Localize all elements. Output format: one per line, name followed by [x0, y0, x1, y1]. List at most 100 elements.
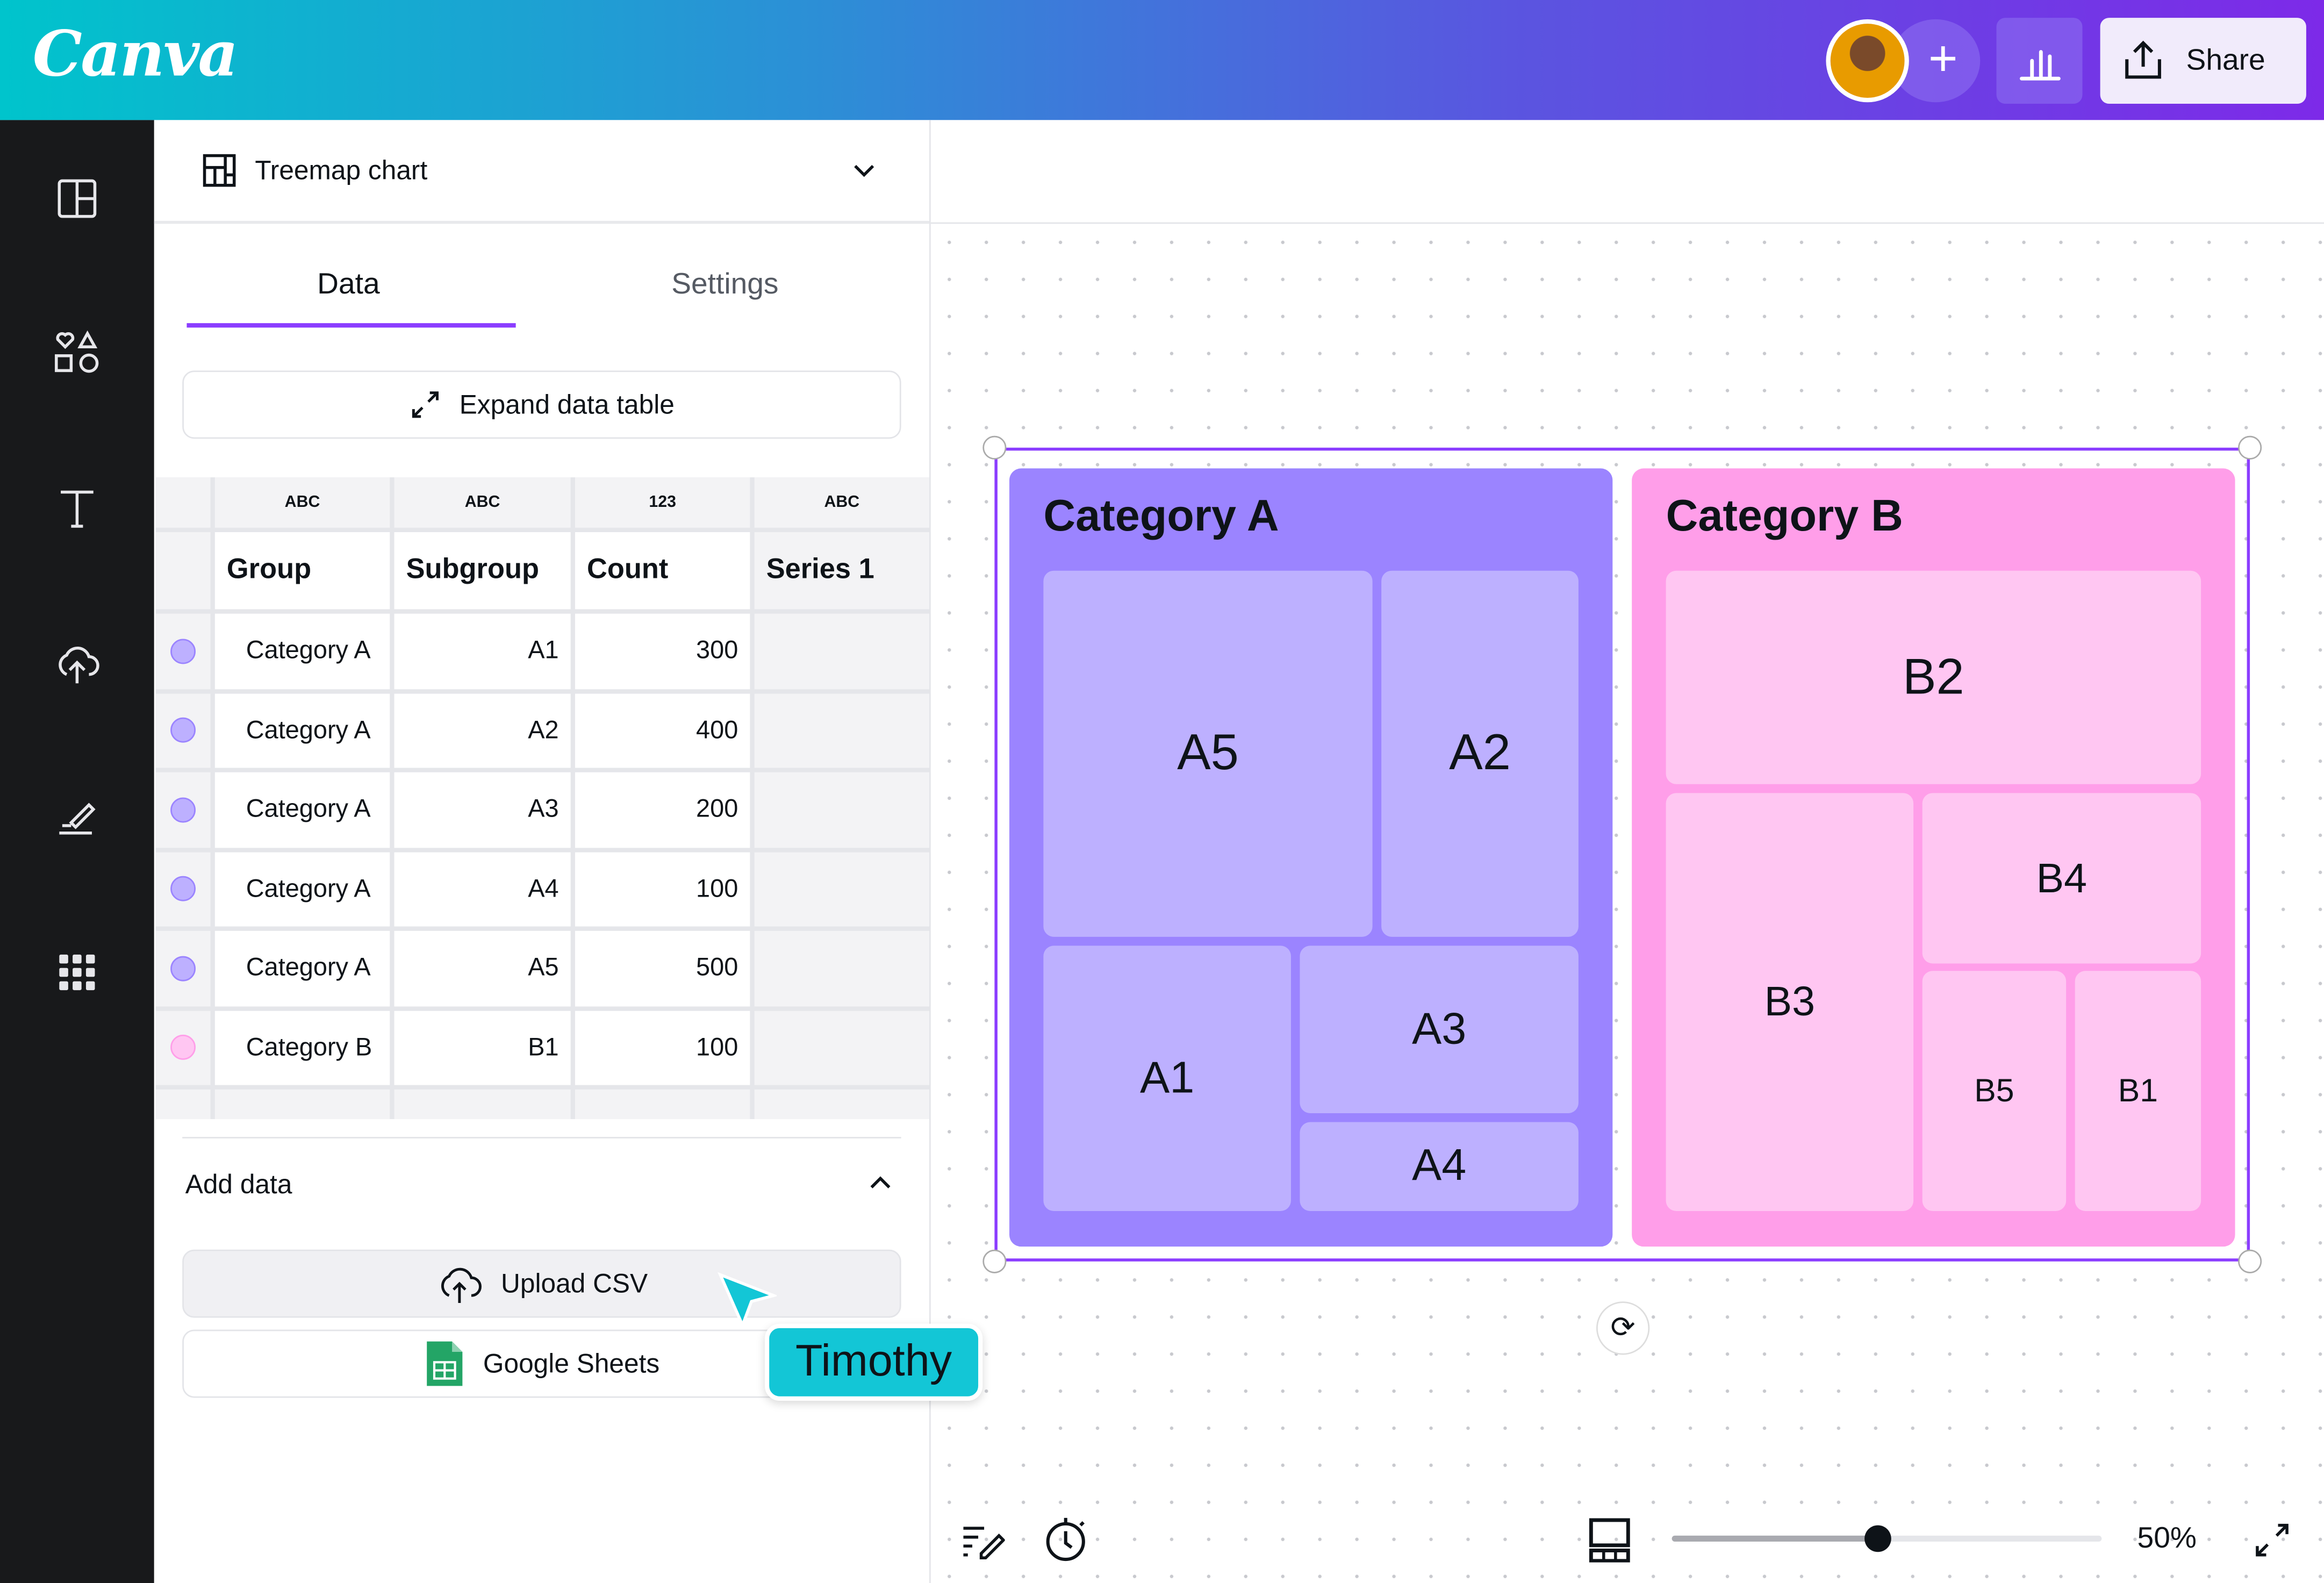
category-a-group[interactable]: Category A A5 A2 A1 A3 A4: [1009, 468, 1613, 1247]
row-color-cell[interactable]: [155, 693, 211, 768]
avatar[interactable]: [1826, 19, 1909, 103]
zoom-slider[interactable]: [1672, 1525, 2102, 1552]
tile-a3[interactable]: A3: [1300, 945, 1579, 1113]
tile-a5[interactable]: A5: [1043, 570, 1373, 937]
tile-b2[interactable]: B2: [1666, 570, 2201, 784]
table-cell-count[interactable]: 500: [575, 930, 750, 1006]
tile-b5[interactable]: B5: [1922, 971, 2067, 1211]
tile-b4[interactable]: B4: [1922, 793, 2201, 964]
resize-handle[interactable]: [982, 435, 1007, 460]
plus-icon: +: [1928, 31, 1958, 88]
resize-handle[interactable]: [2238, 435, 2262, 460]
resize-handle[interactable]: [2238, 1249, 2262, 1273]
treemap-icon: [203, 154, 236, 187]
table-cell-series-1[interactable]: [754, 851, 930, 927]
resize-handle[interactable]: [982, 1249, 1007, 1273]
table-cell-series-1[interactable]: [754, 1010, 930, 1085]
expand-data-table-button[interactable]: Expand data table: [182, 370, 901, 439]
notes-icon[interactable]: [960, 1521, 1005, 1560]
category-b-title: Category B: [1666, 492, 1903, 541]
column-type: ABC: [754, 477, 930, 528]
column-type: ABC: [214, 477, 390, 528]
table-cell-count[interactable]: 400: [575, 693, 750, 768]
tab-data[interactable]: Data: [317, 268, 380, 301]
collaborator-name-label: Timothy: [764, 1323, 983, 1401]
series-color-dot[interactable]: [170, 1035, 196, 1061]
google-sheets-label: Google Sheets: [483, 1348, 660, 1378]
row-color-cell[interactable]: [155, 851, 211, 927]
tile-b1[interactable]: B1: [2075, 971, 2201, 1211]
upload-csv-button[interactable]: Upload CSV: [182, 1249, 901, 1318]
tile-a4[interactable]: A4: [1300, 1122, 1579, 1211]
text-icon[interactable]: [47, 479, 106, 538]
table-cell-group[interactable]: Category A: [214, 693, 390, 768]
tab-settings[interactable]: Settings: [671, 268, 779, 301]
column-type: ABC: [394, 477, 571, 528]
series-color-dot[interactable]: [170, 955, 196, 981]
tile-a2[interactable]: A2: [1381, 570, 1579, 937]
insights-button[interactable]: [1996, 18, 2083, 104]
table-cell-subgroup[interactable]: A4: [394, 851, 571, 927]
table-cell-subgroup[interactable]: A2: [394, 693, 571, 768]
canva-logo[interactable]: Canva: [32, 18, 239, 91]
tile-a1[interactable]: A1: [1043, 945, 1291, 1211]
table-cell-group[interactable]: Category A: [214, 613, 390, 689]
table-cell-subgroup[interactable]: B1: [394, 1010, 571, 1085]
table-cell-count[interactable]: 100: [575, 1010, 750, 1085]
row-color-cell[interactable]: [155, 930, 211, 1006]
canvas-header: [930, 120, 2324, 224]
table-cell-subgroup[interactable]: A1: [394, 613, 571, 689]
table-cell-group[interactable]: Category A: [214, 851, 390, 927]
chart-type-label: Treemap chart: [255, 155, 428, 185]
column-header-series-1[interactable]: Series 1: [754, 532, 930, 610]
table-cell-series-1[interactable]: [754, 613, 930, 689]
row-color-cell[interactable]: [155, 613, 211, 689]
series-color-dot[interactable]: [170, 876, 196, 902]
table-cell-group[interactable]: Category B: [214, 1010, 390, 1085]
zoom-slider-fill: [1672, 1535, 1878, 1542]
table-cell-series-1[interactable]: [754, 693, 930, 768]
table-cell-subgroup[interactable]: A3: [394, 772, 571, 847]
tile-b3[interactable]: B3: [1666, 793, 1914, 1211]
elements-icon[interactable]: [47, 323, 106, 382]
table-cell-group[interactable]: Category A: [214, 930, 390, 1006]
chevron-down-icon[interactable]: [851, 157, 878, 184]
draw-icon[interactable]: [47, 787, 106, 846]
zoom-level[interactable]: 50%: [2137, 1522, 2197, 1555]
table-cell-series-1[interactable]: [754, 772, 930, 847]
google-sheets-button[interactable]: Google Sheets: [182, 1329, 901, 1398]
column-type: 123: [575, 477, 750, 528]
page-view-icon[interactable]: [1589, 1518, 1630, 1563]
share-label: Share: [2186, 44, 2265, 77]
bar-chart-icon: [2019, 50, 2061, 81]
column-header-count[interactable]: Count: [575, 532, 750, 610]
zoom-slider-thumb[interactable]: [1864, 1525, 1892, 1552]
chevron-up-icon[interactable]: [867, 1170, 894, 1197]
fullscreen-icon[interactable]: [2253, 1521, 2292, 1559]
series-color-dot[interactable]: [170, 638, 196, 664]
table-cell-count[interactable]: 200: [575, 772, 750, 847]
share-button[interactable]: Share: [2100, 18, 2306, 104]
table-cell-group[interactable]: Category A: [214, 772, 390, 847]
series-color-dot[interactable]: [170, 797, 196, 822]
table-cell-series-1[interactable]: [754, 930, 930, 1006]
row-color-cell[interactable]: [155, 772, 211, 847]
rotate-handle[interactable]: ⟳: [1596, 1301, 1650, 1355]
table-cell-count[interactable]: 300: [575, 613, 750, 689]
treemap-chart[interactable]: Category A A5 A2 A1 A3 A4 Category B B2 …: [982, 435, 2262, 1273]
timer-icon[interactable]: [1043, 1515, 1088, 1562]
category-b-group[interactable]: Category B B2 B3 B4 B5 B1: [1632, 468, 2235, 1247]
chart-type-dropdown[interactable]: Treemap chart: [154, 120, 930, 224]
table-cell-subgroup[interactable]: A5: [394, 930, 571, 1006]
active-tab-indicator: [187, 323, 516, 328]
uploads-icon[interactable]: [47, 633, 106, 692]
column-header-group[interactable]: Group: [214, 532, 390, 610]
apps-icon[interactable]: [47, 943, 106, 1002]
series-color-dot[interactable]: [170, 718, 196, 743]
add-data-label: Add data: [185, 1169, 292, 1199]
row-color-cell[interactable]: [155, 1010, 211, 1085]
divider: [182, 1137, 901, 1138]
column-header-subgroup[interactable]: Subgroup: [394, 532, 571, 610]
design-icon[interactable]: [47, 169, 106, 228]
table-cell-count[interactable]: 100: [575, 851, 750, 927]
